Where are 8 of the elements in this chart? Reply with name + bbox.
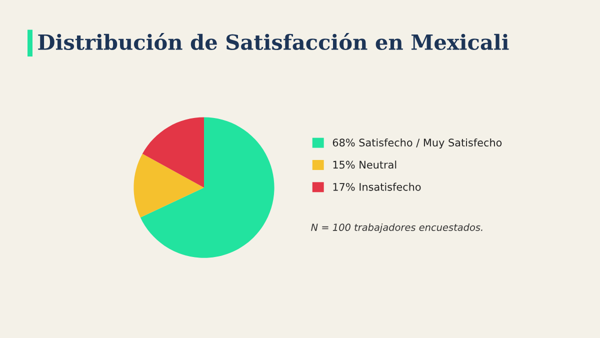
- legend-label: 68% Satisfecho / Muy Satisfecho: [332, 138, 502, 149]
- text: N = 100 trabajadores encuestados.: [311, 223, 482, 233]
- chart-title: Distribución de Satisfacción en Mexicali: [38, 33, 509, 50]
- legend-label: 15% Neutral: [333, 160, 396, 169]
- pie-slice: [142, 117, 204, 188]
- pie-slice: [140, 117, 274, 258]
- pie-slice: [134, 154, 204, 218]
- legend-label: 17% Insatisfecho: [333, 182, 421, 191]
